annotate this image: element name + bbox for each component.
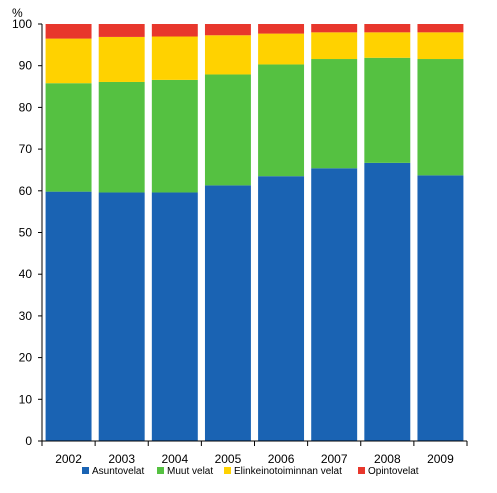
bar-segment-muut-velat-2003 — [98, 81, 145, 193]
x-tick-label: 2008 — [374, 452, 401, 466]
legend-swatch — [157, 467, 164, 474]
legend-label: Asuntovelat — [92, 466, 144, 477]
bar-segment-elinkeinotoiminnan-velat-2009 — [417, 32, 464, 60]
x-tick-label: 2009 — [427, 452, 454, 466]
x-tick-label: 2003 — [108, 452, 135, 466]
legend-swatch — [358, 467, 365, 474]
bar-segment-opintovelat-2008 — [364, 24, 411, 33]
bar-segment-asuntovelat-2005 — [204, 185, 251, 441]
legend-label: Muut velat — [167, 466, 213, 477]
bar-segment-opintovelat-2009 — [417, 24, 464, 33]
legend-label: Opintovelat — [368, 466, 419, 477]
bar-segment-muut-velat-2005 — [204, 74, 251, 186]
y-axis-unit-label: % — [12, 6, 23, 20]
bar-segment-opintovelat-2004 — [151, 24, 198, 37]
bar-segment-asuntovelat-2007 — [311, 168, 358, 442]
x-axis: 2002 2003 2004 2005 2006 2007 2008 2009 — [41, 441, 468, 466]
y-tick-label: 60 — [19, 184, 33, 198]
bar-segment-elinkeinotoiminnan-velat-2007 — [311, 32, 358, 60]
bar-segment-asuntovelat-2002 — [45, 191, 92, 441]
bar-segment-muut-velat-2007 — [311, 59, 358, 169]
bar-segment-elinkeinotoiminnan-velat-2005 — [204, 35, 251, 75]
plot-area — [45, 24, 464, 442]
y-tick-label: 90 — [19, 59, 33, 73]
y-tick-label: 0 — [25, 434, 32, 448]
bar-segment-opintovelat-2003 — [98, 24, 145, 37]
bar-segment-opintovelat-2005 — [204, 24, 251, 36]
legend-swatch — [82, 467, 89, 474]
bar-segment-asuntovelat-2003 — [98, 192, 145, 441]
y-tick-label: 50 — [19, 226, 33, 240]
bar-segment-opintovelat-2002 — [45, 24, 92, 39]
legend: Asuntovelat Muut velat Elinkeinotoiminnan … — [82, 466, 419, 477]
bar-segment-opintovelat-2006 — [258, 24, 305, 34]
bar-segment-elinkeinotoiminnan-velat-2008 — [364, 32, 411, 58]
x-tick-label: 2005 — [215, 452, 242, 466]
y-tick-label: 70 — [19, 142, 33, 156]
legend-swatch — [224, 467, 231, 474]
bar-segment-elinkeinotoiminnan-velat-2003 — [98, 36, 145, 82]
bar-segment-asuntovelat-2004 — [151, 192, 198, 441]
bar-segment-muut-velat-2002 — [45, 83, 92, 192]
y-tick-label: 80 — [19, 100, 33, 114]
x-tick-label: 2006 — [268, 452, 295, 466]
bar-segment-muut-velat-2008 — [364, 57, 411, 163]
y-axis: 0 10 20 30 40 50 60 70 80 90 100 — [12, 17, 42, 448]
bar-segment-asuntovelat-2006 — [258, 176, 305, 441]
y-tick-label: 20 — [19, 351, 33, 365]
bar-segment-muut-velat-2006 — [258, 64, 305, 177]
bar-segment-opintovelat-2007 — [311, 24, 358, 33]
y-tick-label: 100 — [12, 17, 32, 31]
bar-segment-elinkeinotoiminnan-velat-2002 — [45, 38, 92, 84]
y-tick-label: 40 — [19, 267, 33, 281]
x-tick-label: 2007 — [321, 452, 348, 466]
y-tick-label: 30 — [19, 309, 33, 323]
x-tick-label: 2004 — [161, 452, 188, 466]
bar-segment-muut-velat-2004 — [151, 79, 198, 193]
bar-segment-muut-velat-2009 — [417, 59, 464, 176]
y-tick-label: 10 — [19, 392, 33, 406]
bar-segment-asuntovelat-2009 — [417, 175, 464, 441]
legend-label: Elinkeinotoiminnan velat — [234, 466, 342, 477]
bar-segment-asuntovelat-2008 — [364, 162, 411, 441]
bar-segment-elinkeinotoiminnan-velat-2006 — [258, 33, 305, 65]
x-tick-label: 2002 — [55, 452, 82, 466]
bar-segment-elinkeinotoiminnan-velat-2004 — [151, 36, 198, 80]
